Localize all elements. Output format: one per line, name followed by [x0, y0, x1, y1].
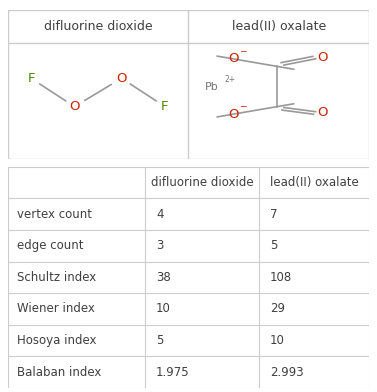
Text: Schultz index: Schultz index	[17, 271, 96, 284]
Text: difluorine dioxide: difluorine dioxide	[151, 176, 253, 189]
Text: −: −	[239, 46, 247, 55]
Text: −: −	[239, 102, 247, 111]
Text: 1.975: 1.975	[156, 366, 190, 379]
Text: 10: 10	[156, 303, 171, 316]
Text: difluorine dioxide: difluorine dioxide	[44, 20, 152, 33]
Text: 3: 3	[156, 239, 163, 252]
Text: 38: 38	[156, 271, 171, 284]
Text: 5: 5	[156, 334, 163, 347]
Text: F: F	[161, 100, 169, 113]
Text: Wiener index: Wiener index	[17, 303, 95, 316]
Text: O: O	[116, 72, 127, 85]
Text: Hosoya index: Hosoya index	[17, 334, 96, 347]
Text: lead(II) oxalate: lead(II) oxalate	[270, 176, 359, 189]
Text: Balaban index: Balaban index	[17, 366, 101, 379]
Text: lead(II) oxalate: lead(II) oxalate	[232, 20, 326, 33]
Text: Pb: Pb	[205, 82, 219, 91]
Text: 108: 108	[270, 271, 292, 284]
Text: 29: 29	[270, 303, 285, 316]
Text: 5: 5	[270, 239, 277, 252]
Text: F: F	[27, 72, 35, 85]
Text: 7: 7	[270, 207, 277, 221]
Text: 10: 10	[270, 334, 285, 347]
Text: 4: 4	[156, 207, 163, 221]
Text: O: O	[317, 51, 328, 64]
Text: 2.993: 2.993	[270, 366, 303, 379]
Text: O: O	[228, 107, 239, 121]
Text: vertex count: vertex count	[17, 207, 92, 221]
Text: edge count: edge count	[17, 239, 83, 252]
Text: O: O	[69, 100, 80, 113]
Text: 2+: 2+	[225, 74, 236, 83]
Text: O: O	[228, 53, 239, 65]
Text: O: O	[317, 106, 328, 119]
